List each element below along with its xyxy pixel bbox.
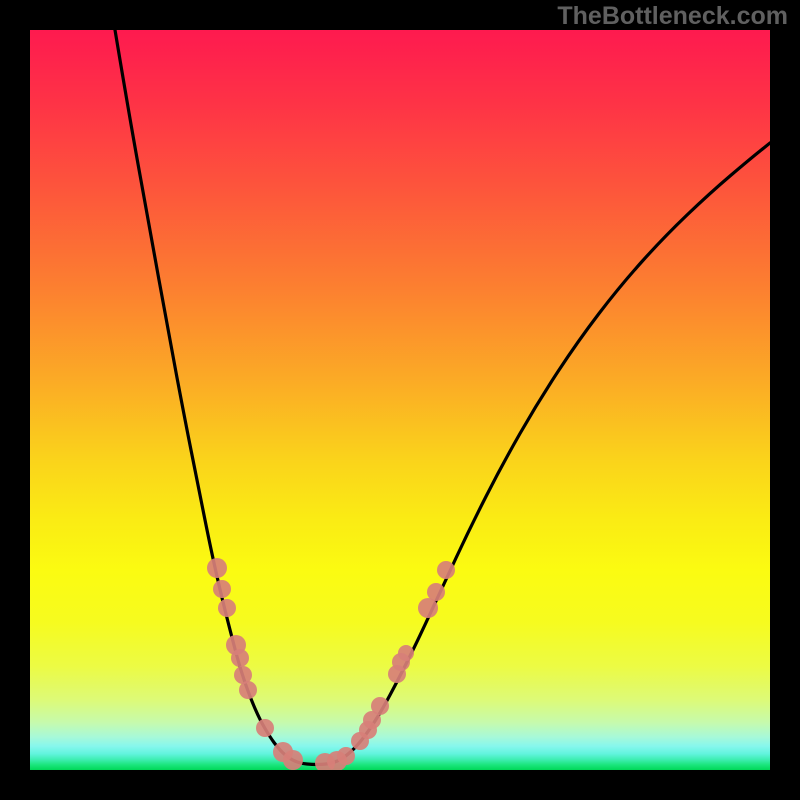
marker-point — [371, 697, 389, 715]
marker-point — [427, 583, 445, 601]
marker-point — [218, 599, 236, 617]
marker-point — [213, 580, 231, 598]
marker-point — [418, 598, 438, 618]
marker-point — [239, 681, 257, 699]
plot-svg — [30, 30, 770, 770]
watermark-text: TheBottleneck.com — [557, 2, 788, 31]
marker-point — [398, 645, 414, 661]
plot-area — [30, 30, 770, 770]
marker-point — [231, 649, 249, 667]
marker-point — [283, 750, 303, 770]
marker-point — [337, 747, 355, 765]
marker-point — [437, 561, 455, 579]
marker-point — [256, 719, 274, 737]
marker-point — [207, 558, 227, 578]
